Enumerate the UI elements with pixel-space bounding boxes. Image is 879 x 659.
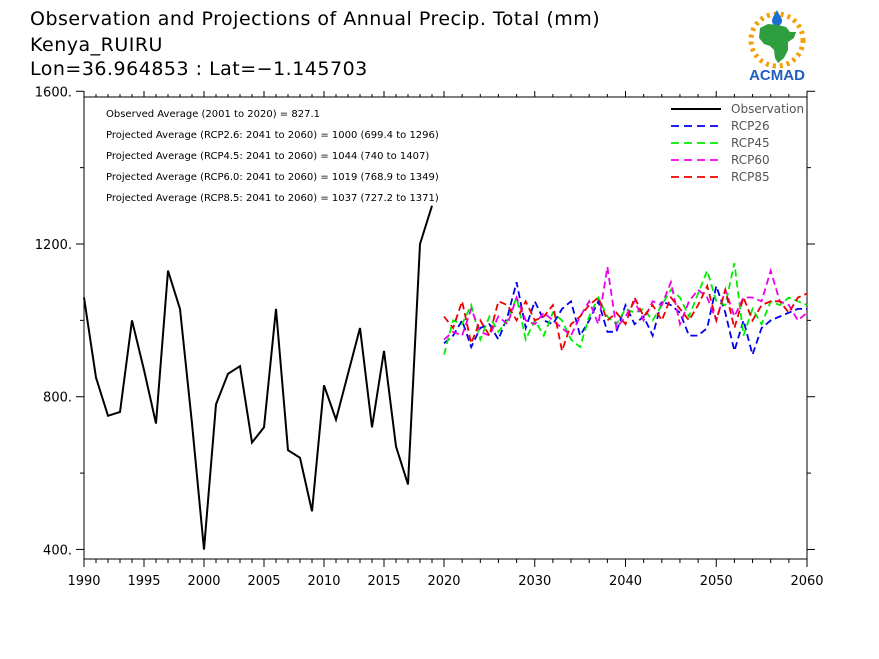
x-tick-label: 2020: [427, 574, 460, 589]
stats-line: Projected Average (RCP4.5: 2041 to 2060)…: [106, 151, 429, 162]
logo-text: ACMAD: [749, 67, 805, 84]
location-name: Kenya_RUIRU: [30, 34, 163, 56]
coordinates-label: Lon=36.964853 : Lat=−1.145703: [30, 58, 368, 80]
axis-ticks: 1990 1995 2000 2005 2010 2015 2020 2030 2040 2050…: [35, 85, 824, 589]
stats-line: Observed Average (2001 to 2020) = 827.1: [106, 109, 320, 120]
legend-label: RCP60: [731, 153, 770, 167]
legend-label: RCP85: [731, 170, 770, 184]
x-tick-label: 2040: [609, 574, 642, 589]
legend: Observation RCP26 RCP45 RCP60 RCP85: [671, 102, 804, 184]
stats-line: Projected Average (RCP6.0: 2041 to 2060)…: [106, 172, 439, 183]
series-line-rcp45: [443, 262, 808, 355]
y-tick-label: 1600.: [35, 85, 72, 100]
x-tick-label: 2060: [790, 574, 823, 589]
plot-frame: [83, 96, 808, 560]
x-tick-label: 2010: [307, 574, 340, 589]
x-tick-label: 2005: [247, 574, 280, 589]
chart-title: Observation and Projections of Annual Pr…: [30, 8, 601, 30]
legend-label: Observation: [731, 102, 804, 116]
y-tick-label: 400.: [43, 543, 72, 558]
stats-line: Projected Average (RCP8.5: 2041 to 2060)…: [106, 193, 439, 204]
stats-line: Projected Average (RCP2.6: 2041 to 2060)…: [106, 130, 439, 141]
legend-label: RCP45: [731, 136, 770, 150]
x-tick-label: 2015: [367, 574, 400, 589]
x-tick-label: 2000: [187, 574, 220, 589]
x-tick-label: 1990: [67, 574, 100, 589]
y-tick-label: 800.: [43, 391, 72, 406]
series-line-rcp85: [443, 283, 808, 355]
series-group: [83, 205, 808, 550]
x-tick-label: 2030: [518, 574, 551, 589]
series-line-observation: [83, 205, 433, 550]
y-tick-label: 1200.: [35, 238, 72, 253]
water-drop-icon: [772, 10, 782, 26]
x-tick-label: 2050: [700, 574, 733, 589]
x-tick-label: 1995: [127, 574, 160, 589]
legend-label: RCP26: [731, 119, 770, 133]
africa-map-icon: [759, 24, 796, 63]
stats-block: Observed Average (2001 to 2020) = 827.1 P…: [106, 109, 439, 204]
acmad-logo: ACMAD: [748, 10, 806, 84]
series-line-rcp60: [443, 266, 808, 341]
